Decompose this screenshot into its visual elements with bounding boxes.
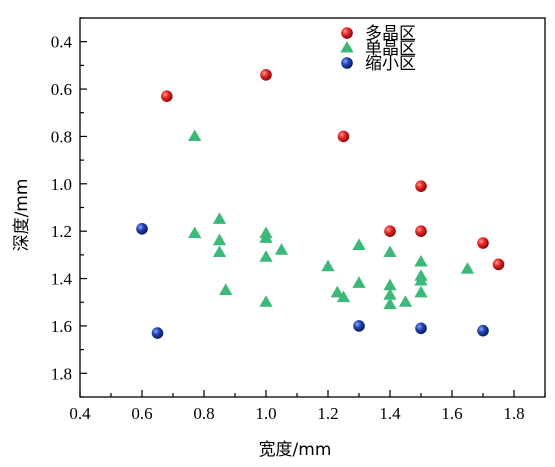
data-point-series-1 xyxy=(384,225,396,237)
data-point-series-2 xyxy=(212,245,227,258)
data-point-series-1 xyxy=(415,180,427,192)
y-axis-title: 深度/mm xyxy=(12,179,32,252)
y-tick-label: 0.8 xyxy=(51,127,72,146)
data-point-series-2 xyxy=(460,262,475,274)
data-point-series-1 xyxy=(161,90,173,102)
data-point-series-2 xyxy=(414,285,428,298)
data-point-series-3 xyxy=(353,320,365,332)
data-point-series-2 xyxy=(336,290,351,303)
plot-axes: 0.4 0.6 0.8 1.0 1.2 1.4 1.6 1.8 0.4 0.6 0.8 1.0 1.2 1… xyxy=(51,17,546,423)
data-point-series-2 xyxy=(352,276,366,288)
x-tick-label: 1.2 xyxy=(317,404,338,423)
data-point-series-2 xyxy=(352,238,366,250)
data-point-series-2 xyxy=(188,129,202,141)
y-tick-label: 1.8 xyxy=(51,364,72,383)
x-tick-label: 1.4 xyxy=(379,404,401,423)
plot-frame xyxy=(79,17,546,398)
data-point-series-2 xyxy=(259,295,273,307)
data-point-series-2 xyxy=(414,273,428,286)
data-point-series-1 xyxy=(492,258,505,271)
data-point-series-2 xyxy=(212,212,227,224)
x-tick-label: 0.8 xyxy=(193,404,214,423)
legend-marker-2 xyxy=(340,41,354,53)
data-point-series-3 xyxy=(136,223,148,235)
x-tick-label: 0.4 xyxy=(69,404,91,423)
legend-label-2: 单晶区 xyxy=(365,39,416,59)
data-point-series-2 xyxy=(274,243,289,255)
data-point-series-1 xyxy=(415,225,427,237)
x-tick-label: 1.0 xyxy=(255,404,276,423)
data-point-series-3 xyxy=(415,322,427,335)
y-tick-label: 1.2 xyxy=(51,222,72,241)
data-point-series-2 xyxy=(398,295,413,307)
y-tick-label: 1.0 xyxy=(51,175,72,194)
data-point-series-2 xyxy=(188,226,202,239)
legend-marker-1 xyxy=(341,27,353,39)
x-tick-label: 0.6 xyxy=(131,404,152,423)
data-point-series-2 xyxy=(414,254,428,267)
data-point-series-3 xyxy=(151,327,164,339)
x-tick-label: 1.6 xyxy=(441,404,462,423)
data-point-series-2 xyxy=(330,285,344,298)
data-point-series-1 xyxy=(337,130,350,143)
legend-label-1: 多晶区 xyxy=(365,24,416,44)
data-point-series-2 xyxy=(212,233,227,246)
data-point-series-2 xyxy=(219,283,233,295)
data-point-series-2 xyxy=(259,231,273,243)
data-point-series-2 xyxy=(383,245,397,258)
y-tick-label: 0.4 xyxy=(51,33,73,52)
x-tick-label: 1.8 xyxy=(503,404,524,423)
data-point-series-1 xyxy=(477,237,489,249)
legend-marker-3 xyxy=(341,57,353,69)
y-tick-label: 0.6 xyxy=(51,80,72,99)
data-points xyxy=(136,69,505,339)
data-point-series-1 xyxy=(260,69,272,81)
data-point-series-3 xyxy=(477,324,489,337)
data-point-series-2 xyxy=(383,288,397,300)
data-point-series-2 xyxy=(321,259,335,272)
data-point-series-2 xyxy=(259,250,273,262)
data-point-series-2 xyxy=(383,278,397,291)
legend-label-3: 缩小区 xyxy=(365,54,416,74)
x-axis-title: 宽度/mm xyxy=(259,440,332,460)
y-tick-label: 1.6 xyxy=(51,317,72,336)
data-point-series-2 xyxy=(383,297,397,310)
y-tick-label: 1.4 xyxy=(51,270,73,289)
